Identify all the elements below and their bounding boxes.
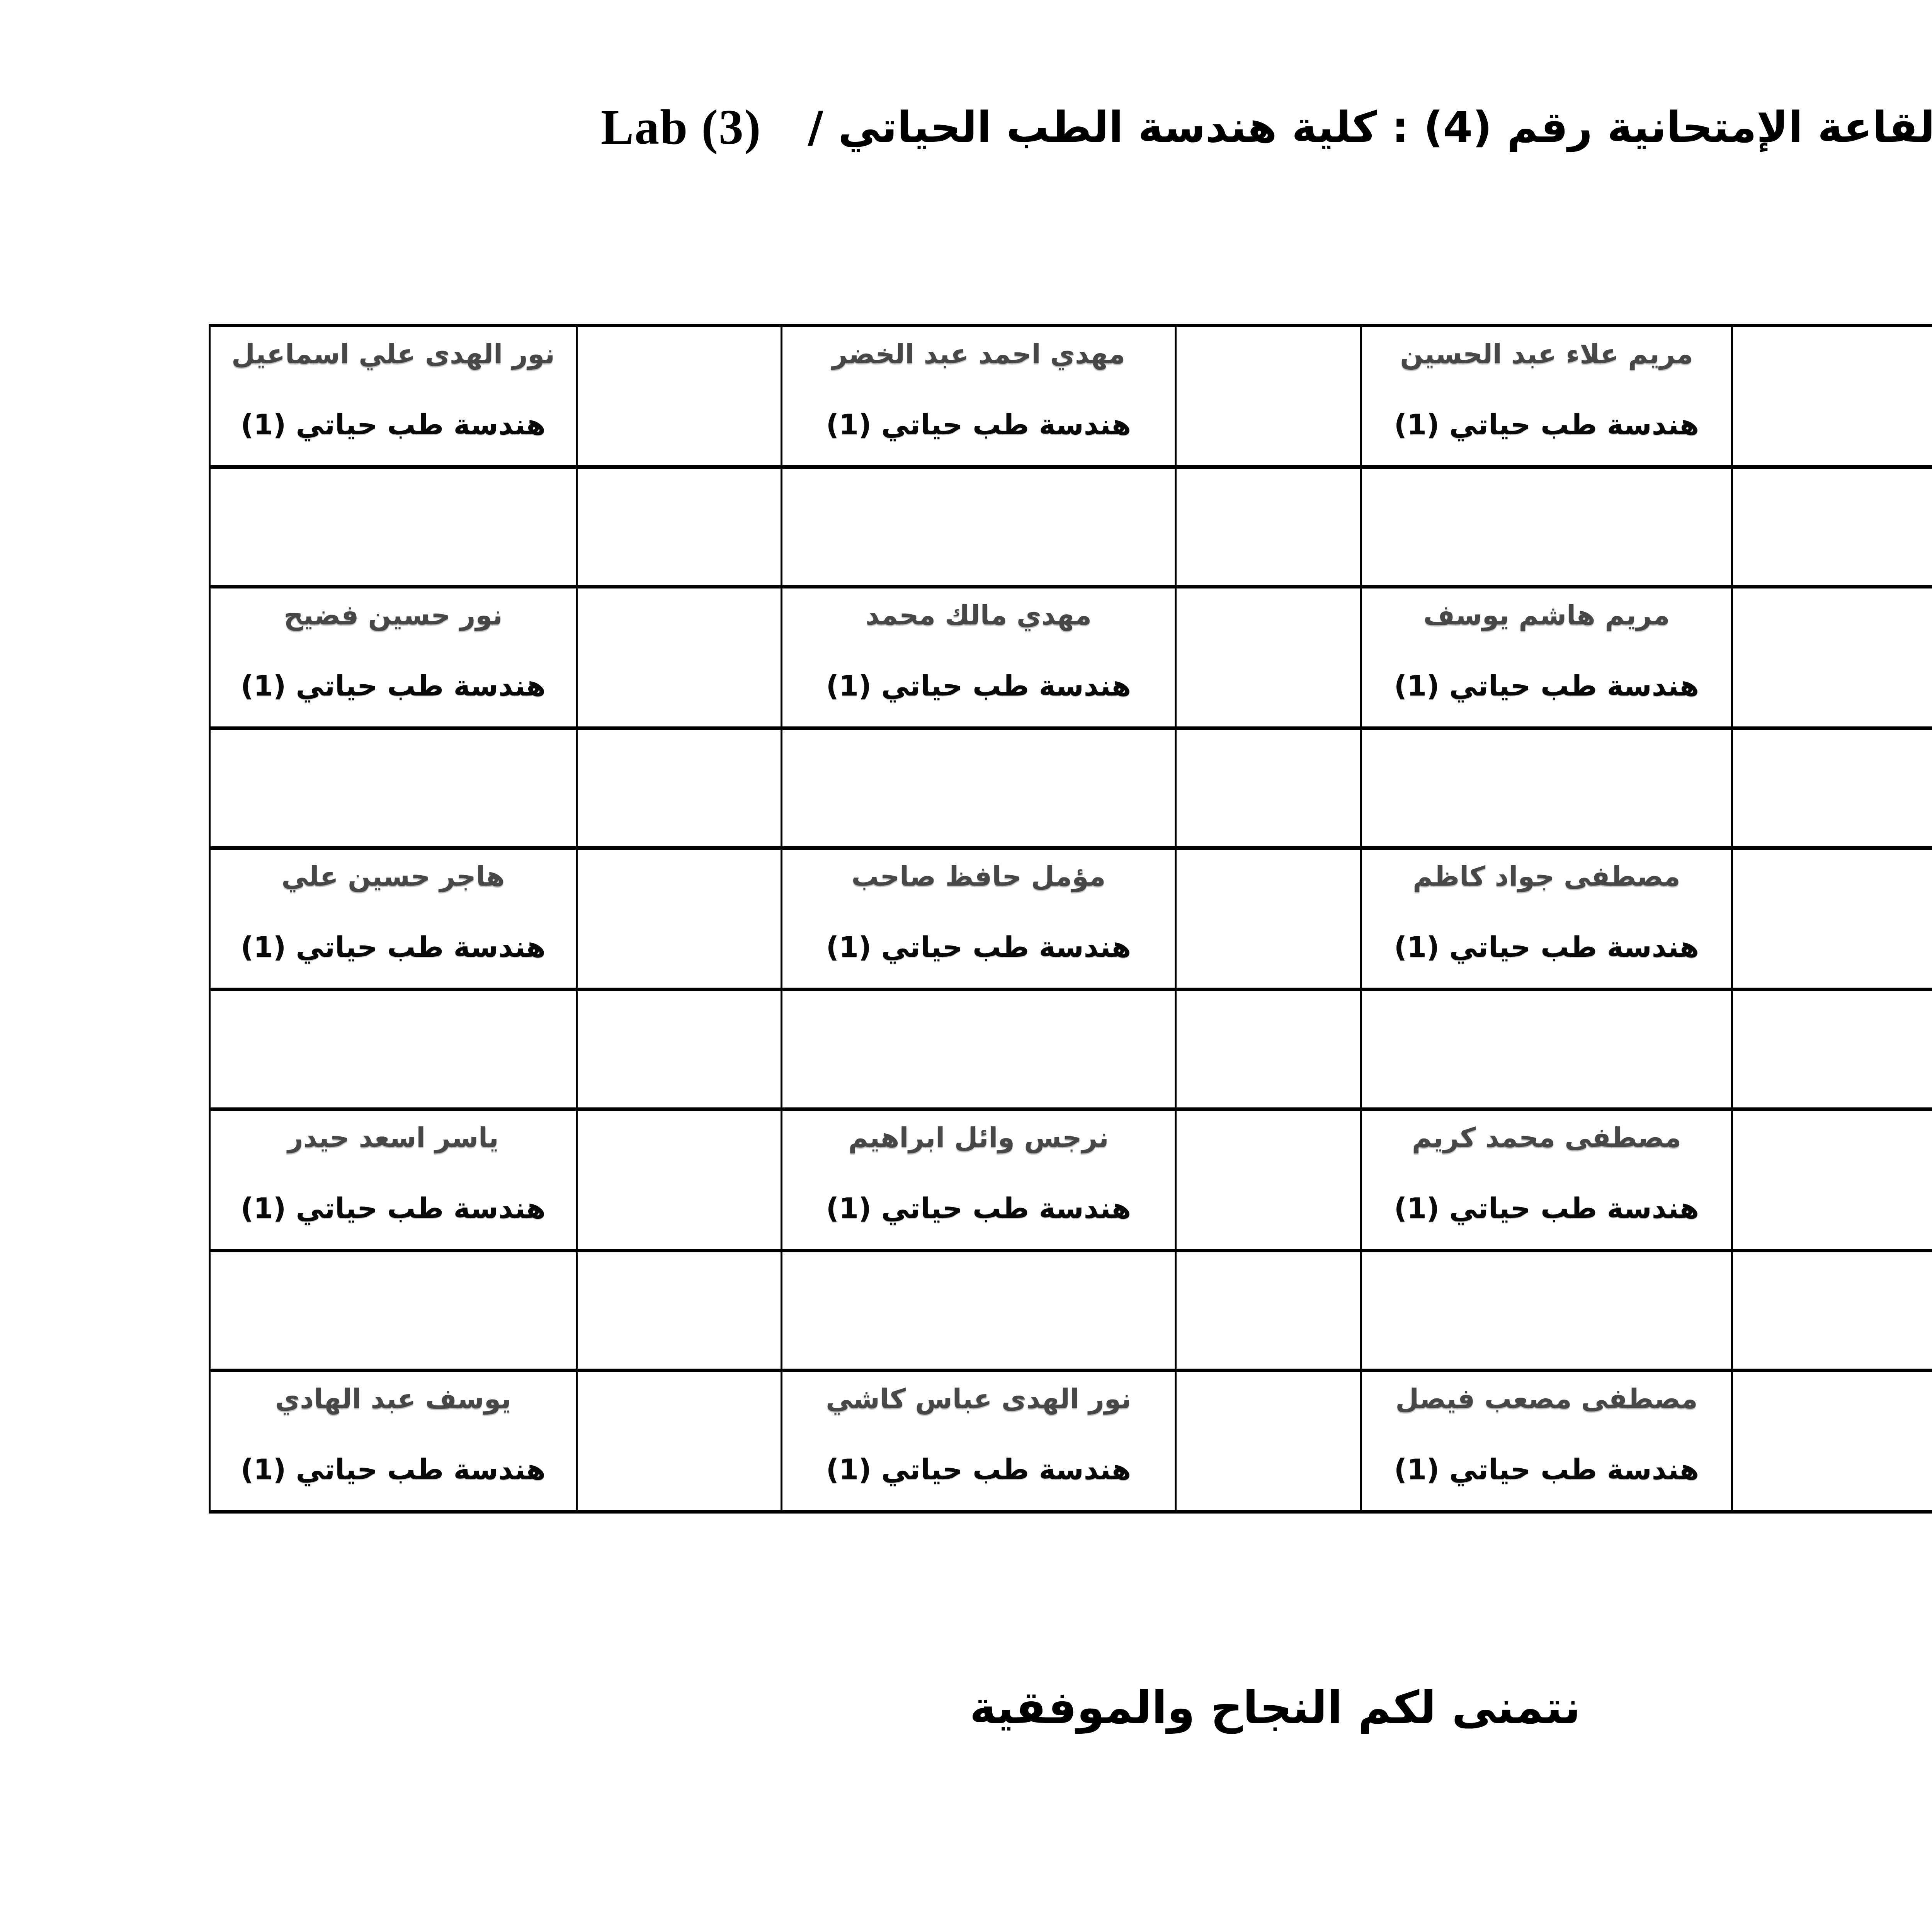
- course-label: هندسة طب حياتي (1): [1394, 931, 1699, 964]
- seating-table: نور الهدى علي اسماعيل هندسة طب حياتي (1)…: [209, 324, 1932, 1514]
- course-label: هندسة طب حياتي (1): [826, 408, 1131, 441]
- empty-cell: [211, 730, 578, 850]
- course-label: هندسة طب حياتي (1): [826, 931, 1131, 964]
- course-label: هندسة طب حياتي (1): [826, 1192, 1131, 1225]
- student-name: نرجس وائل ابراهيم: [848, 1122, 1109, 1153]
- seat-cell: مريم هاشم يوسف هندسة طب حياتي (1): [1362, 588, 1733, 730]
- student-name: مريم علاء عبد الحسين: [1400, 338, 1693, 370]
- course-label: هندسة طب حياتي (1): [826, 1453, 1131, 1486]
- course-label: هندسة طب حياتي (1): [1394, 408, 1699, 441]
- seat-cell: يوسف عبد الهادي هندسة طب حياتي (1): [211, 1372, 578, 1514]
- student-name: نور الهدى عباس كاشي: [826, 1383, 1131, 1415]
- spacer-cell: [578, 588, 782, 730]
- seat-cell: نرجس وائل ابراهيم هندسة طب حياتي (1): [782, 1111, 1177, 1252]
- empty-cell: [1733, 991, 1932, 1111]
- spacer-cell: [1733, 850, 1932, 991]
- spacer-cell: [578, 1372, 782, 1514]
- empty-cell: [211, 1252, 578, 1372]
- empty-cell: [578, 469, 782, 588]
- spacer-cell: [1733, 1111, 1932, 1252]
- seat-cell: مريم علاء عبد الحسين هندسة طب حياتي (1): [1362, 327, 1733, 469]
- spacer-cell: [1177, 1111, 1362, 1252]
- spacer-cell: [1733, 327, 1932, 469]
- seat-cell: مصطفى مصعب فيصل هندسة طب حياتي (1): [1362, 1372, 1733, 1514]
- empty-cell: [1177, 991, 1362, 1111]
- empty-cell: [578, 1252, 782, 1372]
- empty-cell: [782, 1252, 1177, 1372]
- student-name: ياسر اسعد حيدر: [287, 1122, 499, 1153]
- seat-cell: نور الهدى عباس كاشي هندسة طب حياتي (1): [782, 1372, 1177, 1514]
- seat-cell: مؤمل حافظ صاحب هندسة طب حياتي (1): [782, 850, 1177, 991]
- student-name: مصطفى مصعب فيصل: [1395, 1383, 1698, 1415]
- spacer-cell: [578, 850, 782, 991]
- seat-cell: نور الهدى علي اسماعيل هندسة طب حياتي (1): [211, 327, 578, 469]
- student-name: نور الهدى علي اسماعيل: [231, 338, 555, 370]
- seat-cell: مصطفى جواد كاظم هندسة طب حياتي (1): [1362, 850, 1733, 991]
- empty-cell: [578, 730, 782, 850]
- empty-cell: [782, 991, 1177, 1111]
- empty-cell: [1177, 469, 1362, 588]
- empty-cell: [1362, 730, 1733, 850]
- page-title: Lab (3) القاعة الإمتحانية رقم (4) : كلية…: [0, 99, 1932, 156]
- empty-cell: [211, 991, 578, 1111]
- course-label: هندسة طب حياتي (1): [240, 1192, 546, 1225]
- course-label: هندسة طب حياتي (1): [240, 931, 546, 964]
- title-arabic: القاعة الإمتحانية رقم (4) : كلية هندسة ا…: [808, 102, 1932, 152]
- empty-cell: [1177, 730, 1362, 850]
- course-label: هندسة طب حياتي (1): [240, 670, 546, 702]
- seat-cell: نور حسين فضيح هندسة طب حياتي (1): [211, 588, 578, 730]
- spacer-cell: [1177, 850, 1362, 991]
- seat-cell: مهدي مالك محمد هندسة طب حياتي (1): [782, 588, 1177, 730]
- course-label: هندسة طب حياتي (1): [1394, 670, 1699, 702]
- student-name: مؤمل حافظ صاحب: [851, 861, 1106, 892]
- empty-cell: [578, 991, 782, 1111]
- course-label: هندسة طب حياتي (1): [1394, 1192, 1699, 1225]
- student-name: مريم هاشم يوسف: [1423, 599, 1670, 631]
- student-name: مهدي احمد عبد الخضر: [832, 338, 1126, 370]
- empty-cell: [211, 469, 578, 588]
- seat-cell: مصطفى محمد كريم هندسة طب حياتي (1): [1362, 1111, 1733, 1252]
- student-name: يوسف عبد الهادي: [275, 1383, 511, 1415]
- course-label: هندسة طب حياتي (1): [240, 408, 546, 441]
- spacer-cell: [1177, 1372, 1362, 1514]
- empty-cell: [1362, 1252, 1733, 1372]
- title-lab-number: Lab (3): [600, 99, 762, 155]
- footer-message: نتمنى لكم النجاح والموفقية: [969, 1682, 1581, 1734]
- course-label: هندسة طب حياتي (1): [826, 670, 1131, 702]
- student-name: نور حسين فضيح: [284, 599, 503, 631]
- spacer-cell: [578, 1111, 782, 1252]
- spacer-cell: [1733, 588, 1932, 730]
- seat-cell: هاجر حسين علي هندسة طب حياتي (1): [211, 850, 578, 991]
- empty-cell: [1733, 469, 1932, 588]
- empty-cell: [1177, 1252, 1362, 1372]
- course-label: هندسة طب حياتي (1): [1394, 1453, 1699, 1486]
- empty-cell: [1362, 991, 1733, 1111]
- seat-cell: ياسر اسعد حيدر هندسة طب حياتي (1): [211, 1111, 578, 1252]
- spacer-cell: [578, 327, 782, 469]
- empty-cell: [1733, 730, 1932, 850]
- course-label: هندسة طب حياتي (1): [240, 1453, 546, 1486]
- student-name: مصطفى محمد كريم: [1412, 1122, 1682, 1153]
- empty-cell: [1733, 1252, 1932, 1372]
- spacer-cell: [1733, 1372, 1932, 1514]
- student-name: هاجر حسين علي: [281, 861, 505, 892]
- student-name: مصطفى جواد كاظم: [1413, 861, 1680, 892]
- spacer-cell: [1177, 588, 1362, 730]
- empty-cell: [782, 469, 1177, 588]
- empty-cell: [782, 730, 1177, 850]
- spacer-cell: [1177, 327, 1362, 469]
- seat-cell: مهدي احمد عبد الخضر هندسة طب حياتي (1): [782, 327, 1177, 469]
- student-name: مهدي مالك محمد: [865, 599, 1092, 631]
- empty-cell: [1362, 469, 1733, 588]
